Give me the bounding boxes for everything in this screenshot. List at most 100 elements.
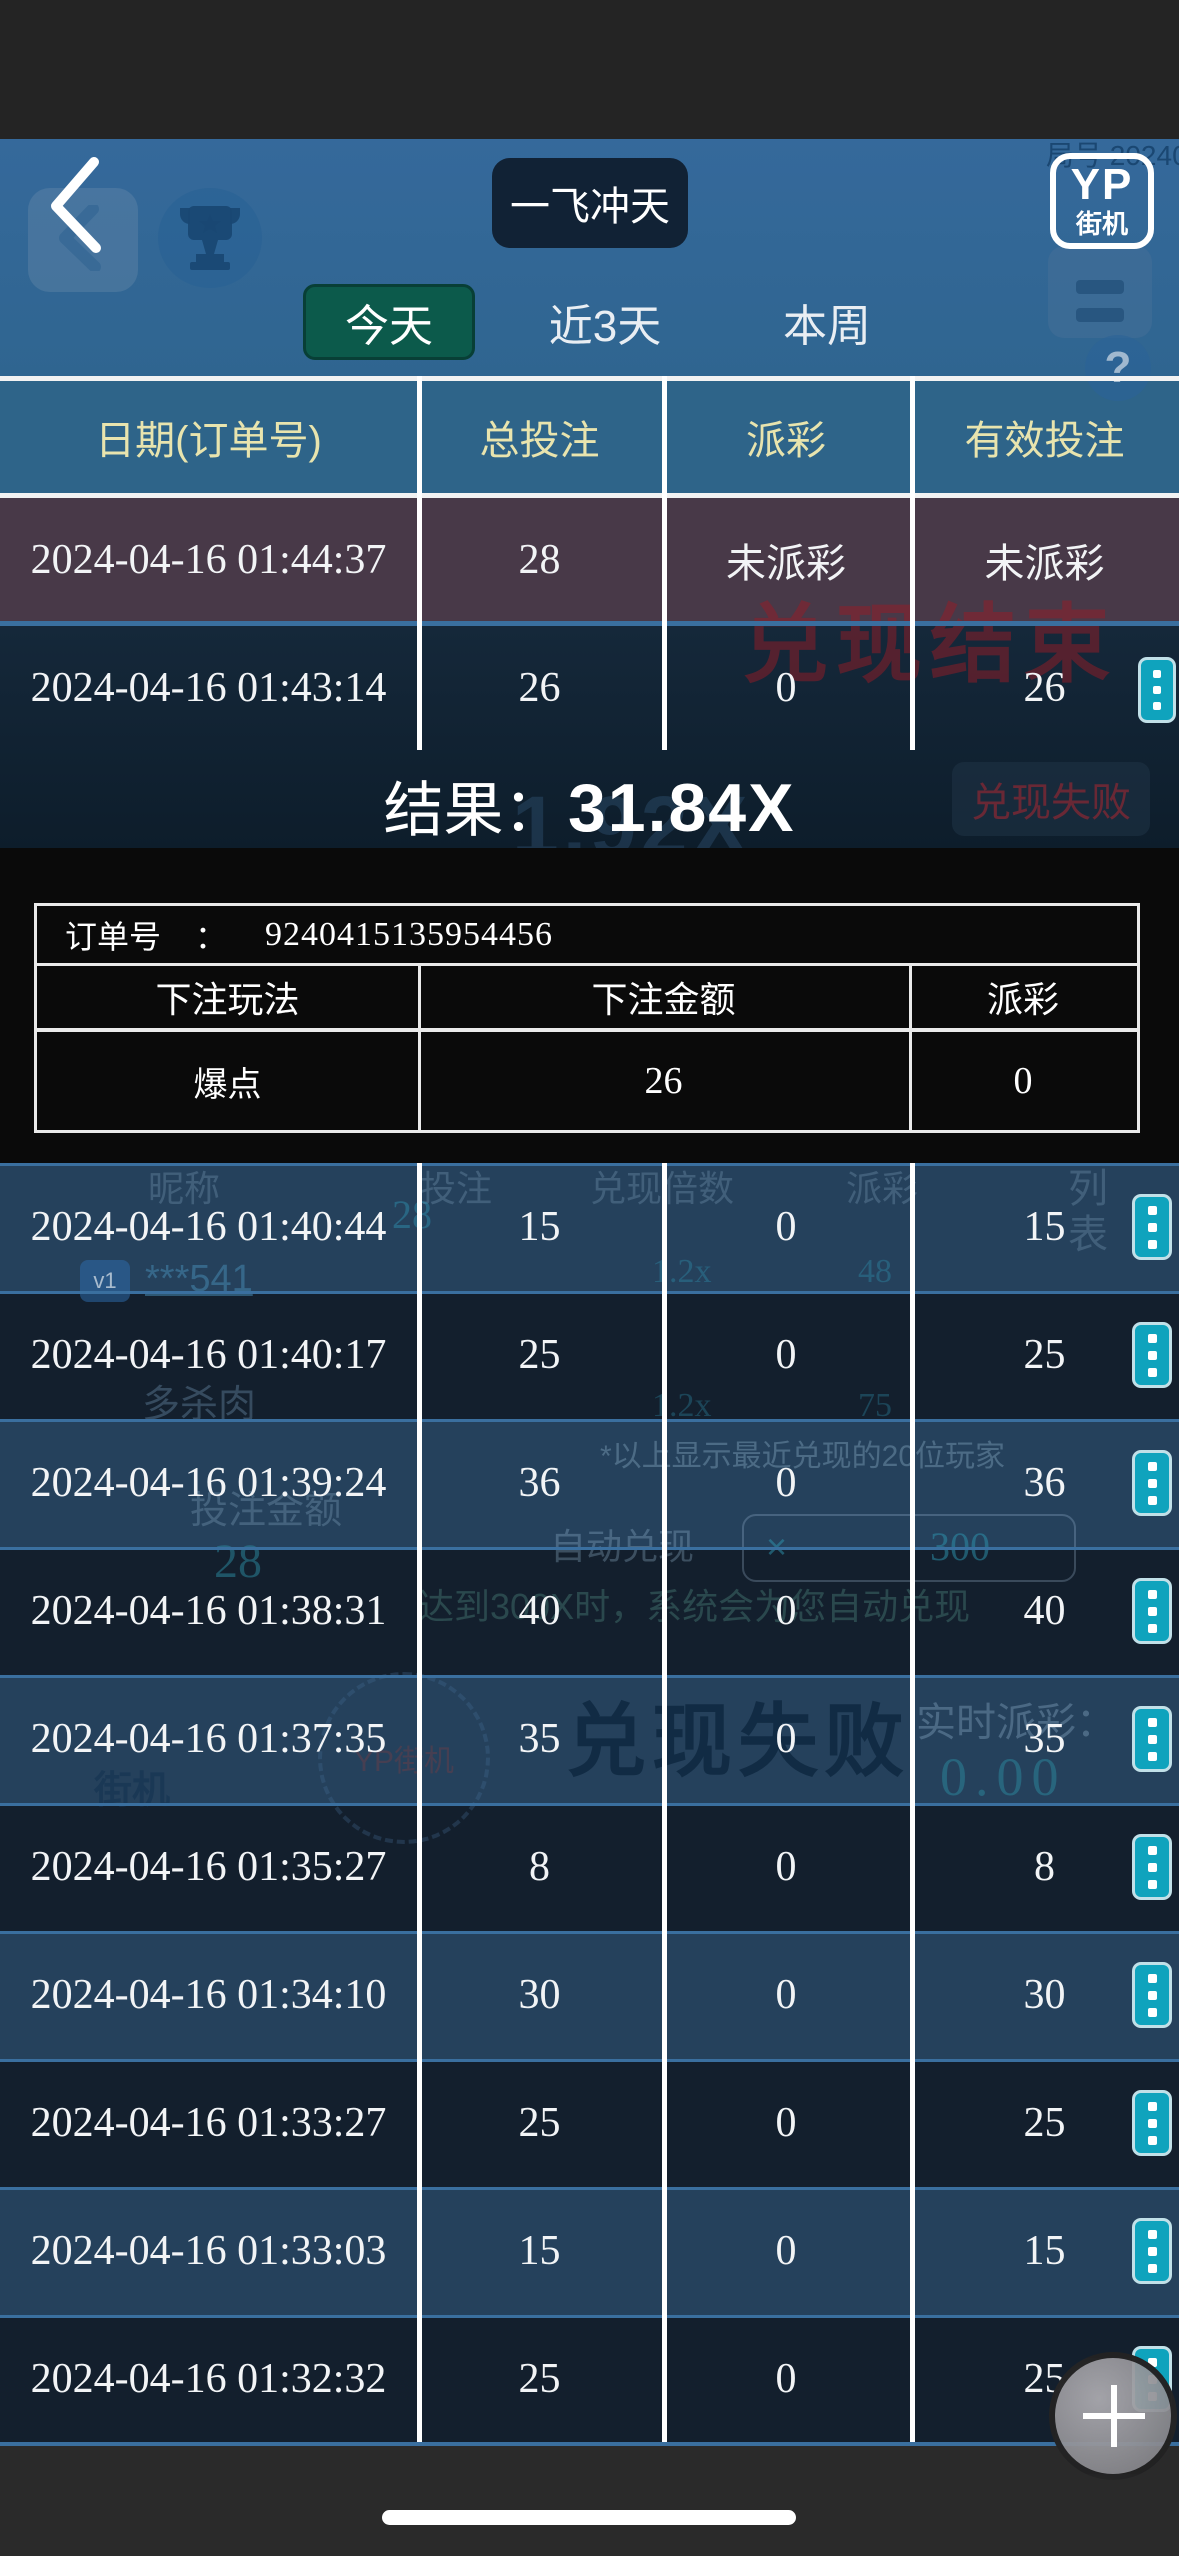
- col-header-date: 日期(订单号): [95, 419, 322, 463]
- row-actions-button[interactable]: [1132, 2090, 1172, 2156]
- row-payout: 0: [775, 1716, 797, 1762]
- column-divider: [662, 376, 667, 750]
- modal-play-value: 爆点: [193, 1065, 262, 1104]
- row-actions-button[interactable]: [1132, 1706, 1172, 1772]
- ghost-text: 列: [1068, 1167, 1108, 1211]
- row-actions-button[interactable]: [1132, 1450, 1172, 1516]
- order-modal-backdrop: 订单号 ： 9240415135954456 下注玩法 下注金额 派彩 爆点 2…: [0, 848, 1179, 1163]
- table-header: 日期(订单号) 总投注 派彩 有效投注: [0, 381, 1179, 493]
- ghost-checkbox-icon: v1: [80, 1260, 130, 1302]
- modal-col-play: 下注玩法: [155, 979, 300, 1020]
- tab-today[interactable]: 今天: [303, 284, 475, 360]
- settled-total: 26: [518, 665, 561, 711]
- pending-date: 2024-04-16 01:44:37: [30, 536, 387, 583]
- table-row[interactable]: 2024-04-16 01:38:31 40 0 40: [0, 1547, 1179, 1675]
- ghost-text: 投注金额: [190, 1490, 343, 1532]
- result-value: 31.84X: [567, 770, 796, 846]
- row-total-bet: 25: [518, 1332, 561, 1378]
- row-actions-button[interactable]: [1132, 1834, 1172, 1900]
- row-total-bet: 40: [518, 1588, 561, 1634]
- table-row[interactable]: 2024-04-16 01:33:03 15 0 15: [0, 2187, 1179, 2315]
- ghost-help-icon: ?: [1085, 335, 1151, 401]
- home-indicator[interactable]: [382, 2510, 796, 2525]
- row-actions-button[interactable]: [1132, 1962, 1172, 2028]
- row-valid-bet: 36: [1023, 1460, 1066, 1506]
- column-divider: [417, 376, 422, 750]
- pending-order-row[interactable]: 2024-04-16 01:44:37 28 未派彩 未派彩: [0, 498, 1179, 621]
- settled-date[interactable]: 2024-04-16 01:43:14: [30, 665, 387, 711]
- row-date: 2024-04-16 01:39:24: [30, 1460, 387, 1506]
- row-payout: 0: [775, 1588, 797, 1634]
- add-button[interactable]: [1049, 2352, 1177, 2480]
- order-number-value: 9240415135954456: [265, 915, 554, 953]
- ghost-text: 300: [930, 1524, 990, 1569]
- row-payout: 0: [775, 1972, 797, 2018]
- row-date: 2024-04-16 01:40:44: [30, 1204, 387, 1250]
- modal-col-amount: 下注金额: [591, 979, 736, 1020]
- col-header-valid-bet: 有效投注: [964, 419, 1125, 463]
- ghost-text: 28: [214, 1535, 262, 1588]
- status-bar: [0, 0, 1179, 139]
- table-row[interactable]: 2024-04-16 01:32:32 25 0 25: [0, 2315, 1179, 2443]
- row-valid-bet: 15: [1023, 1204, 1066, 1250]
- row-payout: 0: [775, 1204, 797, 1250]
- row-payout: 0: [775, 2228, 797, 2274]
- ghost-text: 75: [858, 1387, 892, 1424]
- ghost-menu-icon: [1048, 246, 1152, 338]
- row-valid-bet: 8: [1034, 1844, 1055, 1890]
- row-payout: 0: [775, 1844, 797, 1890]
- ghost-text: 昵称: [148, 1168, 221, 1209]
- row-actions-button[interactable]: [1132, 1194, 1172, 1260]
- table-row[interactable]: 2024-04-16 01:40:44 15 0 15: [0, 1163, 1179, 1291]
- column-divider: [910, 376, 915, 750]
- order-modal: 订单号 ： 9240415135954456 下注玩法 下注金额 派彩 爆点 2…: [34, 903, 1140, 1133]
- table-row[interactable]: 2024-04-16 01:40:17 25 0 25: [0, 1291, 1179, 1419]
- row-separator: [0, 621, 1179, 626]
- modal-col-payout: 派彩: [986, 979, 1059, 1020]
- row-actions-button[interactable]: [1132, 2218, 1172, 2284]
- order-number-row: 订单号 ： 9240415135954456: [37, 906, 1137, 966]
- tab-this-week[interactable]: 本周: [783, 302, 871, 351]
- row-total-bet: 25: [518, 2356, 561, 2402]
- ghost-menu-bar: [1076, 308, 1124, 322]
- history-table: 2024-04-16 01:40:44 15 0 15 2024-04-16 0…: [0, 1163, 1179, 2446]
- row-actions-button[interactable]: [1132, 1578, 1172, 1644]
- row-valid-bet: 25: [1023, 1332, 1066, 1378]
- yp-arcade-logo: YP 街机: [1050, 153, 1154, 249]
- modal-payout-value: 0: [1013, 1060, 1033, 1102]
- row-payout: 0: [775, 2100, 797, 2146]
- column-divider: [662, 1163, 667, 2445]
- back-button[interactable]: [30, 148, 120, 258]
- ghost-menu-bar: [1076, 280, 1124, 294]
- row-date: 2024-04-16 01:32:32: [30, 2356, 387, 2402]
- ghost-text: 0.00: [940, 1747, 1067, 1807]
- table-bottom-border: [0, 2442, 1179, 2446]
- table-row[interactable]: 2024-04-16 01:33:27 25 0 25: [0, 2059, 1179, 2187]
- row-total-bet: 35: [518, 1716, 561, 1762]
- row-total-bet: 25: [518, 2100, 561, 2146]
- row-total-bet: 15: [518, 1204, 561, 1250]
- tab-last3days[interactable]: 近3天: [548, 302, 662, 351]
- table-row[interactable]: 2024-04-16 01:34:10 30 0 30: [0, 1931, 1179, 2059]
- result-line: 结果： 31.84X: [0, 762, 1179, 849]
- table-row[interactable]: 2024-04-16 01:39:24 36 0 36: [0, 1419, 1179, 1547]
- row-payout: 0: [775, 1460, 797, 1506]
- ghost-text: 自动兑现: [550, 1526, 695, 1567]
- row-date: 2024-04-16 01:37:35: [30, 1716, 387, 1762]
- ghost-text: ×: [766, 1526, 787, 1567]
- row-actions-button[interactable]: [1138, 657, 1176, 723]
- col-header-payout: 派彩: [746, 419, 826, 463]
- settled-payout: 0: [775, 665, 797, 711]
- row-actions-button[interactable]: [1132, 1322, 1172, 1388]
- column-divider: [417, 1163, 422, 2445]
- table-row[interactable]: 2024-04-16 01:37:35 35 0 35: [0, 1675, 1179, 1803]
- row-date: 2024-04-16 01:33:03: [30, 2228, 387, 2274]
- modal-column-divider: [909, 963, 912, 1130]
- table-row[interactable]: 2024-04-16 01:35:27 8 0 8: [0, 1803, 1179, 1931]
- ghost-text: 表: [1068, 1213, 1108, 1257]
- row-valid-bet: 25: [1023, 2100, 1066, 2146]
- pending-payout: 未派彩: [726, 541, 846, 586]
- ghost-text: *以上显示最近兑现的20位玩家: [600, 1440, 1006, 1473]
- row-valid-bet: 15: [1023, 2228, 1066, 2274]
- ghost-text: 1.2x: [652, 1253, 712, 1290]
